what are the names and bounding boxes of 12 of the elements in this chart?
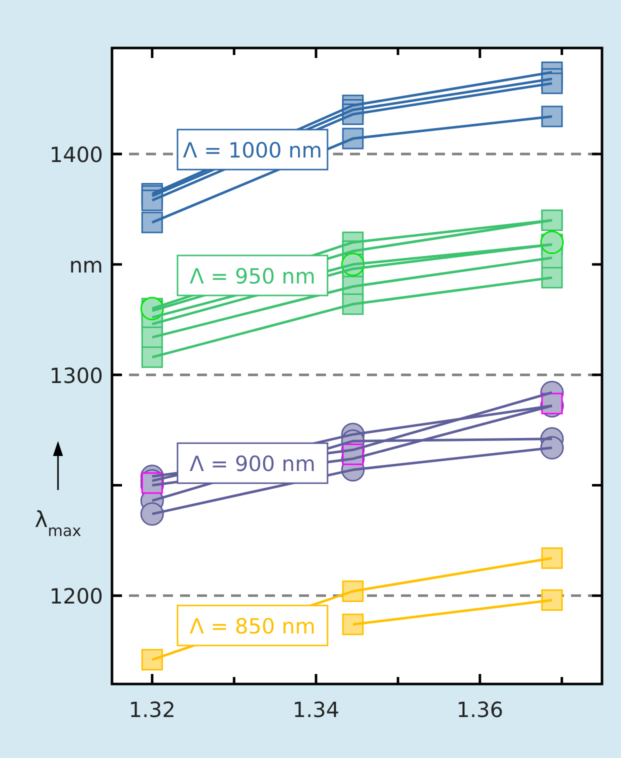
series-label: Λ = 900 nm: [190, 452, 316, 476]
series-label: Λ = 950 nm: [190, 264, 316, 288]
x-tick-label: 1.32: [128, 698, 176, 722]
series-label: Λ = 850 nm: [190, 614, 316, 638]
x-tick-label: 1.36: [456, 698, 504, 722]
x-tick-label: 1.34: [292, 698, 340, 722]
series-label: Λ = 1000 nm: [182, 138, 322, 163]
y-tick-label: 1200: [50, 584, 103, 609]
y-tick-label: 1300: [50, 364, 103, 388]
y-tick-label: nm: [69, 253, 103, 278]
y-tick-label: 1400: [50, 143, 103, 167]
y-axis-title: λ$_{max}$: [34, 508, 82, 540]
